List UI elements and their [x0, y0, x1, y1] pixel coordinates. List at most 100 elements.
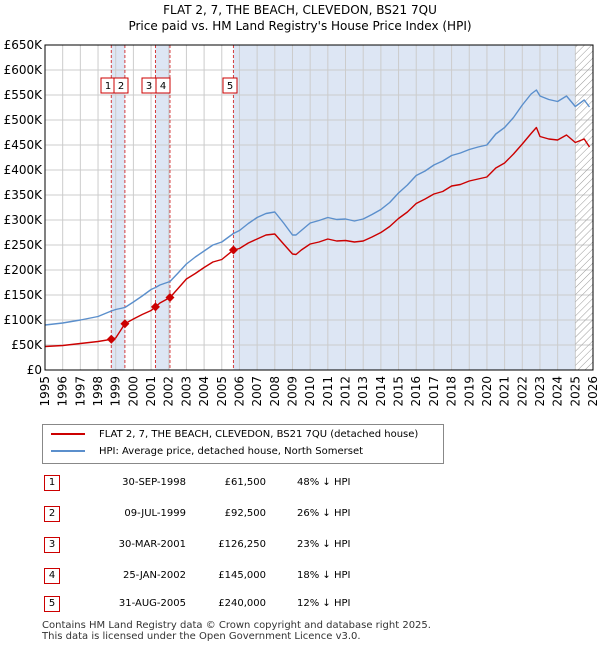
x-tick-label: 2005: [215, 376, 229, 407]
x-tick-label: 2001: [144, 376, 158, 407]
x-tick-label: 2012: [339, 376, 353, 407]
transaction-number: 3: [44, 537, 60, 553]
x-tick-label: 2008: [268, 376, 282, 407]
y-tick-label: £650K: [4, 38, 44, 52]
transaction-price: £61,500: [224, 477, 266, 488]
sale-number-box: [222, 77, 238, 94]
x-tick-label: 2013: [356, 376, 370, 407]
transaction-number: 1: [44, 475, 60, 491]
x-tick-label: 2011: [321, 376, 335, 407]
x-tick-label: 2004: [197, 376, 211, 407]
legend-swatch-hpi: [51, 450, 85, 452]
y-tick-label: £100K: [4, 313, 44, 327]
footer-licence: This data is licensed under the Open Gov…: [42, 631, 361, 642]
x-tick-label: 2019: [462, 376, 476, 407]
transaction-date: 30-SEP-1998: [122, 477, 186, 488]
y-tick-label: £400K: [4, 163, 44, 177]
hpi-line: [44, 89, 591, 326]
x-tick-label: 2015: [392, 376, 406, 407]
sale-number-label: 3: [146, 81, 152, 92]
x-tick-label: 2000: [126, 376, 140, 407]
transaction-row: 1 30-SEP-1998 £61,500 48% ↓ HPI: [42, 473, 442, 493]
legend-item-property: FLAT 2, 7, THE BEACH, CLEVEDON, BS21 7QU…: [51, 427, 418, 443]
transaction-hpi-diff: 18% ↓ HPI: [297, 570, 351, 581]
legend-item-hpi: HPI: Average price, detached house, Nort…: [51, 444, 363, 460]
x-tick-label: 1995: [38, 376, 52, 407]
transaction-price: £126,250: [218, 539, 266, 550]
transaction-number: 2: [44, 506, 60, 522]
x-tick-label: 2023: [533, 376, 547, 407]
x-tick-label: 2010: [303, 376, 317, 407]
y-tick-label: £550K: [4, 88, 44, 102]
plot-frame: [44, 44, 594, 371]
x-tick-label: 1997: [73, 376, 87, 407]
transaction-row: 4 25-JAN-2002 £145,000 18% ↓ HPI: [42, 566, 442, 586]
sale-point: [165, 293, 175, 302]
sale-number-box: [155, 77, 171, 94]
x-tick-label: 2024: [551, 376, 565, 407]
x-tick-label: 2020: [480, 376, 494, 407]
sale-number-label: 5: [227, 81, 233, 92]
legend-label-hpi: HPI: Average price, detached house, Nort…: [99, 446, 364, 457]
x-tick-label: 2026: [586, 376, 600, 407]
x-tick-label: 2003: [179, 376, 193, 407]
transaction-date: 09-JUL-1999: [124, 508, 186, 519]
sale-period-shade: [233, 45, 576, 370]
y-tick-label: £300K: [4, 213, 44, 227]
sale-period-shade: [155, 45, 170, 370]
y-tick-label: £600K: [4, 63, 44, 77]
sale-number-box: [113, 77, 129, 94]
x-tick-label: 2007: [250, 376, 264, 407]
sale-number-label: 1: [105, 81, 111, 92]
transaction-hpi-diff: 26% ↓ HPI: [297, 508, 351, 519]
chart-subtitle: Price paid vs. HM Land Registry's House …: [128, 19, 472, 33]
transaction-hpi-diff: 12% ↓ HPI: [297, 598, 351, 609]
transaction-price: £92,500: [224, 508, 266, 519]
sale-point: [228, 245, 238, 255]
forecast-hatch: [575, 45, 593, 370]
transaction-hpi-diff: 48% ↓ HPI: [297, 477, 351, 488]
x-tick-label: 2022: [515, 376, 529, 407]
y-tick-label: £0: [27, 363, 42, 377]
x-tick-label: 1999: [109, 376, 123, 407]
y-tick-label: £50K: [11, 338, 43, 352]
x-tick-label: 2002: [162, 376, 176, 407]
x-tick-label: 2025: [568, 376, 582, 407]
sale-number-label: 4: [160, 81, 166, 92]
sale-point: [106, 334, 116, 344]
x-tick-label: 2017: [427, 376, 441, 407]
x-tick-label: 2014: [374, 376, 388, 407]
transaction-hpi-diff: 23% ↓ HPI: [297, 539, 351, 550]
y-tick-label: £150K: [4, 288, 44, 302]
legend-label-property: FLAT 2, 7, THE BEACH, CLEVEDON, BS21 7QU…: [99, 429, 419, 440]
sale-point: [150, 302, 160, 312]
y-tick-label: £200K: [4, 263, 44, 277]
transaction-number: 5: [44, 596, 60, 612]
x-tick-label: 2006: [232, 376, 246, 407]
x-tick-label: 2018: [445, 376, 459, 407]
y-tick-label: £350K: [4, 188, 44, 202]
x-tick-label: 2016: [409, 376, 423, 407]
x-tick-label: 2021: [498, 376, 512, 407]
transaction-row: 3 30-MAR-2001 £126,250 23% ↓ HPI: [42, 535, 442, 555]
legend-swatch-property: [51, 433, 85, 435]
y-tick-label: £250K: [4, 238, 44, 252]
transaction-date: 25-JAN-2002: [122, 570, 186, 581]
x-tick-label: 1998: [91, 376, 105, 407]
transaction-date: 30-MAR-2001: [118, 539, 186, 550]
transaction-date: 31-AUG-2005: [118, 598, 186, 609]
y-tick-label: £500K: [4, 113, 44, 127]
y-tick-label: £450K: [4, 138, 44, 152]
chart-title: FLAT 2, 7, THE BEACH, CLEVEDON, BS21 7QU: [163, 3, 437, 17]
sale-period-shade: [111, 45, 125, 370]
chart-legend: FLAT 2, 7, THE BEACH, CLEVEDON, BS21 7QU…: [42, 424, 444, 464]
transaction-number: 4: [44, 568, 60, 584]
sale-number-label: 2: [118, 81, 124, 92]
footer-copyright: Contains HM Land Registry data © Crown c…: [42, 620, 431, 631]
transaction-price: £145,000: [218, 570, 266, 581]
x-tick-label: 1996: [56, 376, 70, 407]
transaction-row: 2 09-JUL-1999 £92,500 26% ↓ HPI: [42, 504, 442, 524]
x-tick-label: 2009: [285, 376, 299, 407]
sale-point: [120, 319, 130, 329]
